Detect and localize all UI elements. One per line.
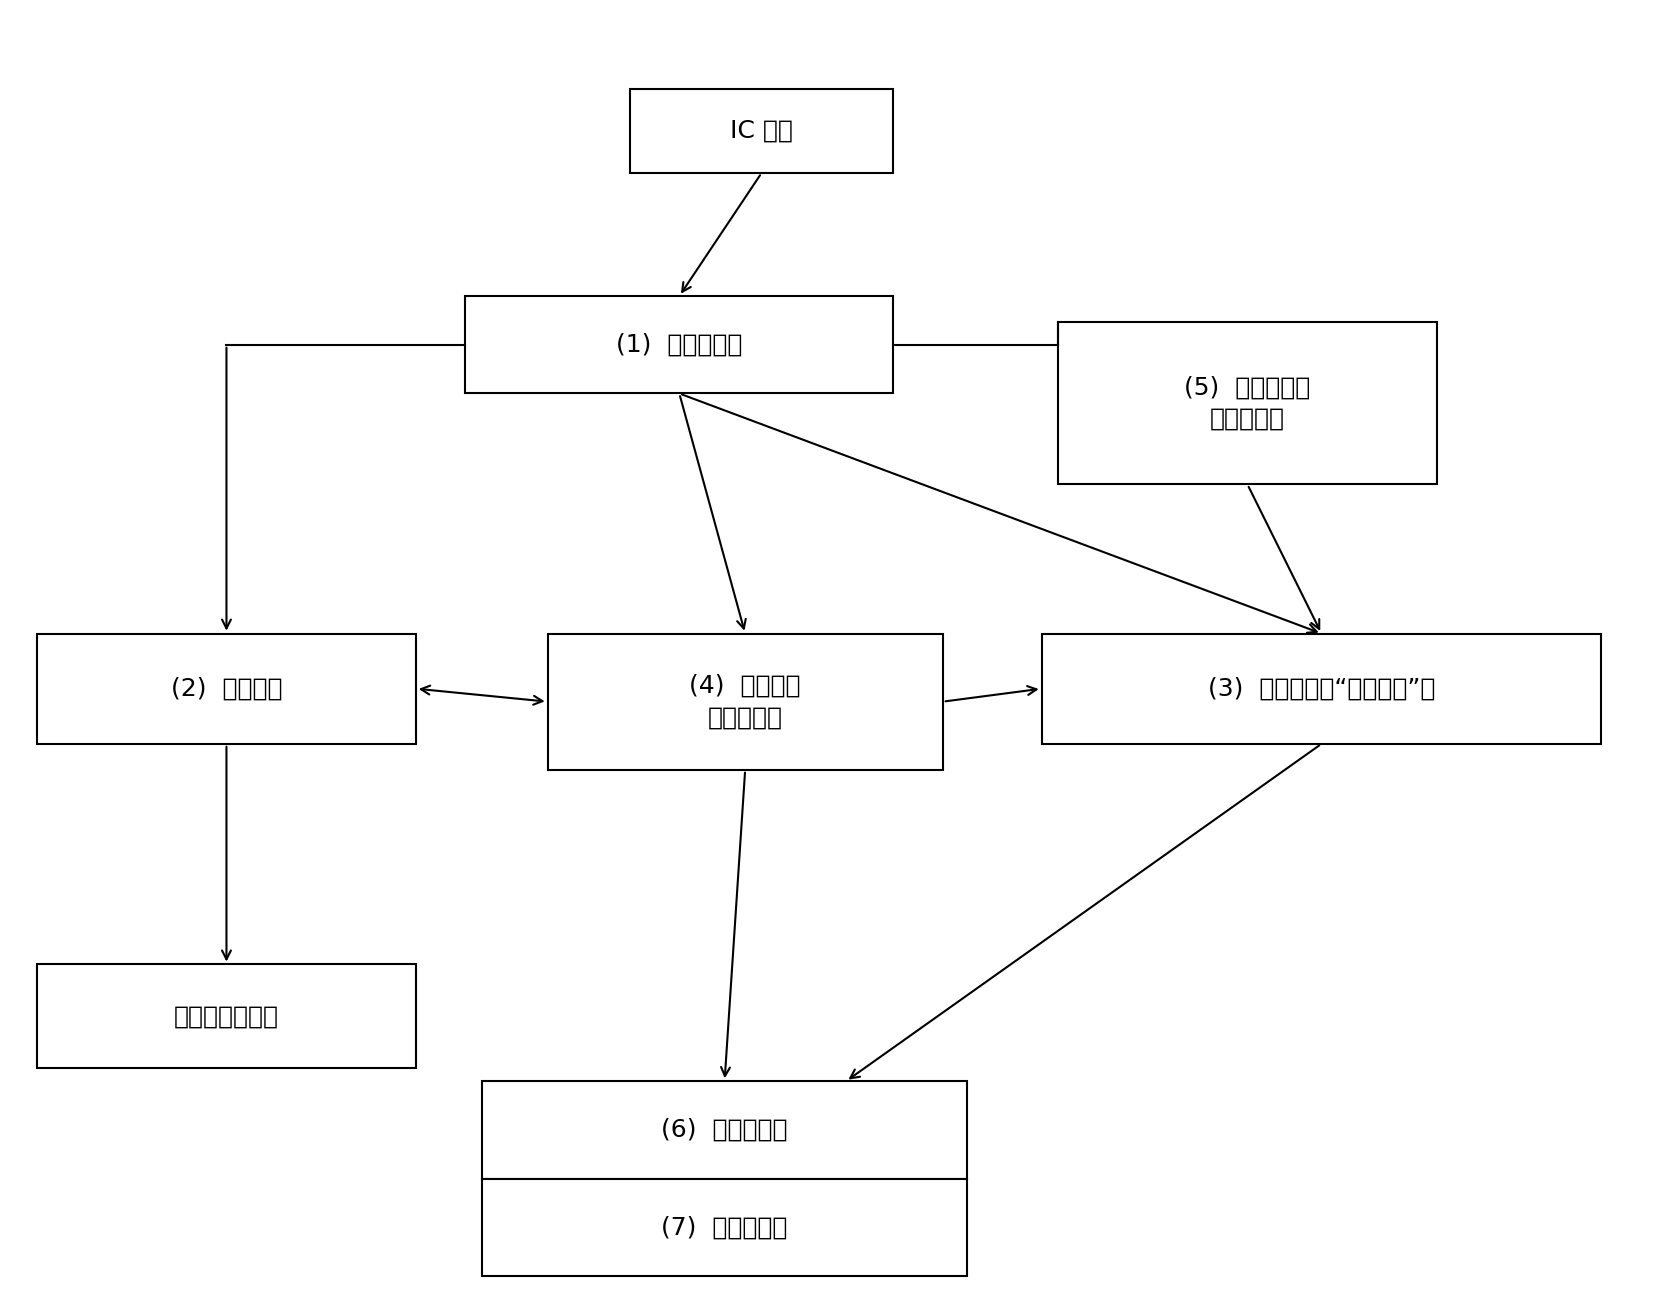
Text: (5)  时钟、触发
及停止逻辑: (5) 时钟、触发 及停止逻辑 <box>1185 375 1311 431</box>
Bar <box>1058 323 1437 485</box>
Bar <box>548 633 943 769</box>
Text: 被测系统电路板: 被测系统电路板 <box>174 1004 280 1028</box>
Text: (1)  预处理程序: (1) 预处理程序 <box>616 333 743 357</box>
Bar <box>631 89 894 172</box>
Bar <box>482 1081 968 1178</box>
Text: (6)  后处理程序: (6) 后处理程序 <box>662 1118 788 1141</box>
Bar <box>482 1178 968 1276</box>
Bar <box>36 964 415 1068</box>
Text: IC 设计: IC 设计 <box>730 119 793 142</box>
Bar <box>465 296 894 393</box>
Text: (7)  软件仺真器: (7) 软件仺真器 <box>662 1215 788 1239</box>
Bar <box>36 633 415 744</box>
Bar <box>1041 633 1602 744</box>
Text: (3)  后端芯片（“读出逻辑”）: (3) 后端芯片（“读出逻辑”） <box>1208 677 1435 701</box>
Text: (4)  信号延迟
及存储模块: (4) 信号延迟 及存储模块 <box>690 674 801 730</box>
Text: (2)  前端芯片: (2) 前端芯片 <box>170 677 283 701</box>
